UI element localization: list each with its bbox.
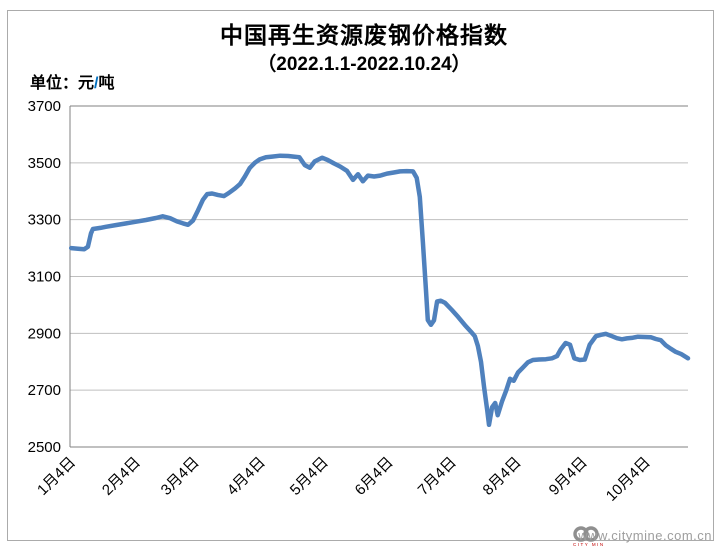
y-tick-label: 3500 [28,155,61,172]
y-tick-label: 2500 [28,439,61,456]
y-tick-label: 2900 [28,325,61,342]
y-tick-label: 3700 [28,98,61,115]
x-tick-label: 6月4日 [352,454,397,499]
logo-circle-right [583,526,599,542]
x-tick-label: 10月4日 [603,454,654,505]
chart-subtitle: （2022.1.1-2022.10.24） [257,53,471,75]
watermark-url: www.citymine.com.cn [578,528,712,543]
x-tick-label: 3月4日 [158,454,203,499]
x-tick-label: 9月4日 [546,454,591,499]
x-tick-label: 7月4日 [415,454,460,499]
x-tick-label: 5月4日 [287,454,332,499]
logo-caption: CITY MINE [573,542,604,547]
y-tick-label: 3300 [28,212,61,229]
chart-title: 中国再生资源废钢价格指数 [220,22,508,48]
y-tick-label: 3100 [28,269,61,286]
y-tick-label: 2700 [28,382,61,399]
x-tick-label: 1月4日 [34,454,79,499]
x-tick-label: 2月4日 [99,454,144,499]
logo-circle-left [573,526,589,542]
x-tick-label: 4月4日 [224,454,269,499]
citymine-logo-icon: CITY MINE [573,526,604,547]
unit-label-prefix: 单位：元 [30,75,95,92]
chart-title-block: 中国再生资源废钢价格指数 （2022.1.1-2022.10.24） [0,22,728,76]
unit-label-suffix: 吨 [98,75,115,92]
unit-label: 单位：元/吨 [30,69,114,93]
unit-label-slash: / [94,75,99,92]
price-line [68,153,691,428]
chart-frame-border [7,10,714,541]
x-tick-label: 8月4日 [480,454,525,499]
